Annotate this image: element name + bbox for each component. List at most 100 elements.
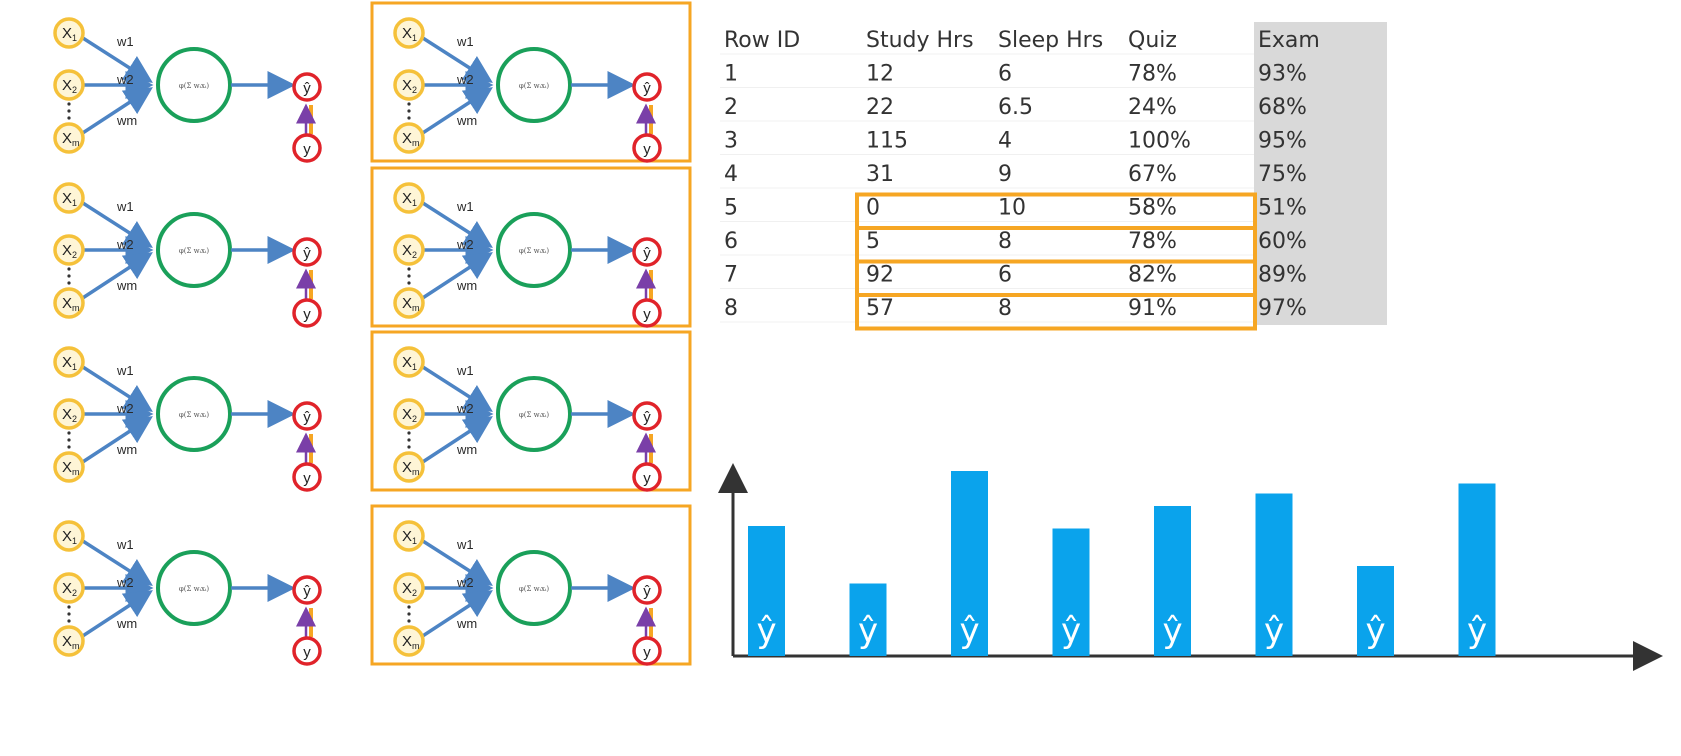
activation-formula: φ(Σ wᵢxᵢ) <box>179 247 210 255</box>
bar <box>1255 493 1293 656</box>
target-node <box>632 636 662 666</box>
table-header: Quiz <box>1128 28 1177 53</box>
weight-arrow <box>414 252 493 305</box>
target-node <box>292 133 322 163</box>
ellipsis-dot <box>407 605 411 609</box>
weight-label: w1 <box>456 537 474 552</box>
output-node <box>292 401 322 431</box>
ellipsis-dot <box>67 102 71 106</box>
bar-label: ŷ <box>858 611 878 651</box>
output-label: ŷ <box>303 583 311 600</box>
weight-label: w2 <box>456 237 474 252</box>
table-header: Row ID <box>724 28 800 53</box>
table-cell: 67% <box>1128 162 1177 187</box>
input-node <box>393 122 425 154</box>
weight-label: wm <box>456 113 477 128</box>
table-cell: 5 <box>866 229 880 254</box>
neuron <box>496 47 572 123</box>
ellipsis-dot <box>67 109 71 113</box>
ellipsis-dot <box>407 102 411 106</box>
highlight-box <box>370 1 692 163</box>
highlight-box <box>370 330 692 492</box>
weight-arrow <box>414 87 493 140</box>
input-node <box>393 520 425 552</box>
bar <box>1154 506 1191 656</box>
weight-label: w2 <box>116 401 134 416</box>
row-highlight-box <box>855 226 1257 264</box>
input-subscript: 1 <box>72 33 77 43</box>
neuron <box>496 550 572 626</box>
ellipsis-dot <box>67 431 71 435</box>
table-cell: 75% <box>1258 162 1307 187</box>
ellipsis-dot <box>67 116 71 120</box>
neuron <box>156 212 232 288</box>
table-cell: 8 <box>724 296 738 321</box>
table-cell: 57 <box>866 296 894 321</box>
input-node <box>53 451 85 483</box>
table-cell: 89% <box>1258 263 1307 288</box>
input-node <box>53 69 85 101</box>
weight-label: w1 <box>116 34 134 49</box>
weight-label: w1 <box>116 537 134 552</box>
input-node <box>393 234 425 266</box>
neuron <box>156 47 232 123</box>
input-subscript: 1 <box>412 536 417 546</box>
weight-arrow <box>74 416 153 469</box>
exam-column-shade <box>1254 22 1387 325</box>
input-node <box>53 182 85 214</box>
weight-label: w2 <box>456 575 474 590</box>
input-subscript: 2 <box>412 588 417 598</box>
output-node <box>292 72 322 102</box>
weight-arrow <box>414 196 493 248</box>
bar <box>1052 528 1090 656</box>
input-subscript: 2 <box>412 250 417 260</box>
weight-arrow <box>74 360 153 412</box>
table-cell: 82% <box>1128 263 1177 288</box>
table-cell: 95% <box>1258 129 1307 154</box>
table-cell: 2 <box>724 95 738 120</box>
weight-arrow <box>74 590 153 643</box>
highlight-box <box>370 166 692 328</box>
ellipsis-dot <box>407 274 411 278</box>
table-cell: 91% <box>1128 296 1177 321</box>
target-label: y <box>303 470 311 487</box>
ellipsis-dot <box>407 281 411 285</box>
table-cell: 97% <box>1258 296 1307 321</box>
target-label: y <box>643 306 651 323</box>
weight-label: w1 <box>456 34 474 49</box>
ellipsis-dot <box>407 438 411 442</box>
table-cell: 58% <box>1128 196 1177 221</box>
ellipsis-dot <box>67 612 71 616</box>
weight-label: wm <box>456 442 477 457</box>
neuron <box>496 212 572 288</box>
row-highlight-box <box>855 192 1257 230</box>
output-label: ŷ <box>643 583 651 600</box>
input-subscript: 1 <box>412 362 417 372</box>
weight-label: w1 <box>116 199 134 214</box>
table-cell: 1 <box>724 62 738 87</box>
input-subscript: m <box>412 641 420 651</box>
target-node <box>292 462 322 492</box>
table-header: Sleep Hrs <box>998 28 1103 53</box>
row-highlight-box <box>855 259 1257 297</box>
weight-arrow <box>74 87 153 140</box>
weight-label: wm <box>456 616 477 631</box>
input-node <box>53 346 85 378</box>
input-node <box>393 572 425 604</box>
table-cell: 51% <box>1258 196 1307 221</box>
activation-formula: φ(Σ wᵢxᵢ) <box>519 585 550 593</box>
table-cell: 92 <box>866 263 894 288</box>
output-label: ŷ <box>303 80 311 97</box>
ellipsis-dot <box>407 116 411 120</box>
input-node <box>53 122 85 154</box>
bar-label: ŷ <box>1264 611 1284 651</box>
weight-label: wm <box>116 442 137 457</box>
ellipsis-dot <box>407 445 411 449</box>
activation-formula: φ(Σ wᵢxᵢ) <box>519 247 550 255</box>
bar-label: ŷ <box>1365 611 1385 651</box>
